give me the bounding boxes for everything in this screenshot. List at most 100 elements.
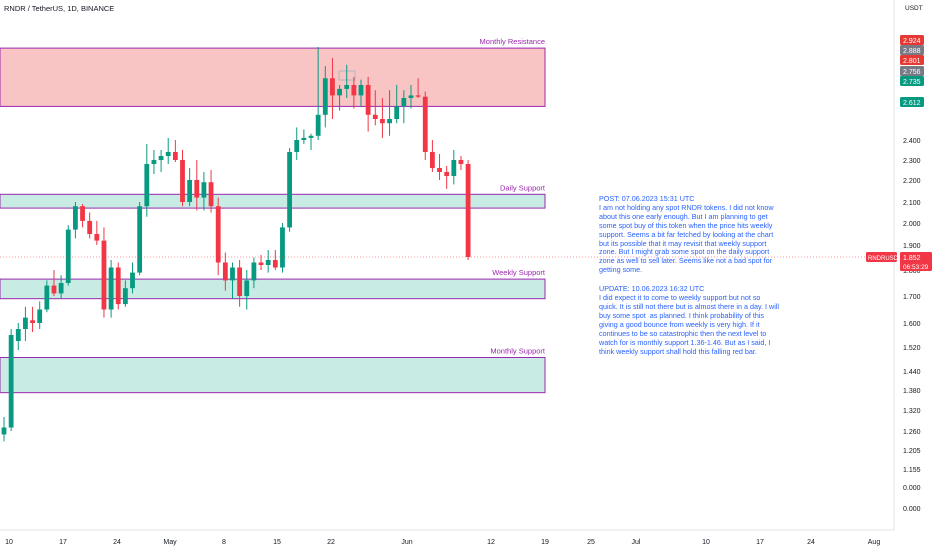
candle xyxy=(315,47,321,140)
candle-body xyxy=(358,85,364,96)
price-tag-box xyxy=(900,55,924,65)
candle xyxy=(230,262,235,299)
y-tick-label: 1.900 xyxy=(903,243,921,250)
candle-body xyxy=(180,160,185,202)
candle-body xyxy=(337,88,342,96)
candle-body xyxy=(422,96,428,152)
candle-body xyxy=(301,137,307,140)
x-tick-label: Jul xyxy=(632,539,641,546)
candle-body xyxy=(165,152,171,156)
time-axis[interactable]: 10 17 24 May 8 15 22 Jun 12 19 25 Jul 10 17 24 Aug xyxy=(5,539,880,546)
symbol-tag-box xyxy=(866,252,897,262)
x-tick-label: Jun xyxy=(401,539,412,546)
y-tick-label: 1.260 xyxy=(903,429,921,436)
x-tick-label: May xyxy=(163,539,177,546)
x-tick-label: 10 xyxy=(5,539,13,546)
candle-body xyxy=(151,160,157,164)
y-tick-label: 1.600 xyxy=(903,321,921,328)
candle xyxy=(208,170,214,213)
zones-layer: Monthly Resistance Daily Support Weekly Su… xyxy=(0,37,546,394)
candle xyxy=(415,78,421,98)
candle xyxy=(187,168,193,207)
candle xyxy=(301,129,307,144)
update-note: UPDATE: 10.06.2023 16:32 UTC I did expec… xyxy=(599,284,780,356)
candle-body xyxy=(330,78,335,96)
symbol-title: RNDR / TetherUS, 1D, BINANCE xyxy=(4,4,115,13)
candle xyxy=(8,329,14,431)
y-tick-label: 1.700 xyxy=(903,294,921,301)
candle-body xyxy=(44,285,50,310)
candle-body xyxy=(194,180,200,198)
candle xyxy=(73,202,78,239)
candle xyxy=(137,202,143,276)
candle xyxy=(151,150,157,174)
candle xyxy=(451,150,457,185)
candle xyxy=(37,301,43,329)
y-tick-label: 2.300 xyxy=(903,158,921,165)
y-tick-label: 0.000 xyxy=(903,506,921,513)
candle-body xyxy=(137,206,143,273)
price-tag-value: 2.924 xyxy=(903,38,921,45)
candle-body xyxy=(365,85,371,115)
candle xyxy=(365,76,371,132)
candles-layer xyxy=(0,47,894,442)
candle-body xyxy=(430,152,435,168)
candle xyxy=(351,76,357,109)
y-tick-label: 1.520 xyxy=(903,345,921,352)
y-tick-label: 1.800 xyxy=(903,268,921,275)
candle xyxy=(358,79,364,107)
candle xyxy=(215,197,221,276)
price-tag-value: 2.612 xyxy=(903,100,921,107)
candle-body xyxy=(94,234,100,241)
candle-body xyxy=(201,182,207,198)
price-tag-value: 2.888 xyxy=(903,48,921,55)
candle-body xyxy=(344,85,350,89)
candle-body xyxy=(73,206,78,230)
candle-body xyxy=(172,152,178,160)
zone-rect xyxy=(0,193,546,209)
post-note: POST: 07.06.2023 15:31 UTC I am not hold… xyxy=(599,194,774,275)
x-tick-label: 24 xyxy=(113,539,121,546)
zone-label: Daily Support xyxy=(500,183,546,192)
candle xyxy=(87,212,93,239)
candle xyxy=(194,160,200,211)
candle xyxy=(165,137,171,164)
symbol-tag-text: RNDRUSDT xyxy=(868,256,902,262)
candle xyxy=(401,90,407,124)
candle xyxy=(180,150,185,207)
candle-body xyxy=(244,280,250,296)
candle xyxy=(130,262,135,294)
candle-body xyxy=(30,320,35,323)
y-tick-label: 2.100 xyxy=(903,200,921,207)
candle xyxy=(51,270,57,296)
candle xyxy=(344,64,350,98)
y-tick-label: 1.155 xyxy=(903,467,921,474)
candle-body xyxy=(1,427,7,435)
candle xyxy=(158,150,164,172)
candle xyxy=(44,280,50,313)
candle xyxy=(122,280,128,307)
price-axis[interactable]: 2.400 2.300 2.200 2.100 2.000 1.900 1.800 1.700… xyxy=(903,138,921,513)
candle xyxy=(280,223,285,273)
candle xyxy=(408,85,414,109)
candle-body xyxy=(394,106,400,119)
candle xyxy=(80,204,85,228)
candle-body xyxy=(280,227,285,268)
candle xyxy=(23,306,28,341)
price-tag-value: 2.756 xyxy=(903,69,921,76)
candle xyxy=(372,90,378,126)
candle-body xyxy=(222,262,228,281)
price-tag-value: 2.735 xyxy=(903,79,921,86)
candle-body xyxy=(8,335,14,428)
candle-body xyxy=(51,285,57,294)
candle-body xyxy=(122,288,128,305)
candle xyxy=(101,227,107,318)
candle-body xyxy=(408,95,414,98)
candle-body xyxy=(115,267,121,305)
candle-body xyxy=(101,240,107,310)
price-tag-value: 2.801 xyxy=(903,58,921,65)
candle xyxy=(258,255,264,270)
price-tags: 2.924 2.888 2.801 2.756 2.735 2.612 RNDRUSDT 1.… xyxy=(866,35,932,271)
